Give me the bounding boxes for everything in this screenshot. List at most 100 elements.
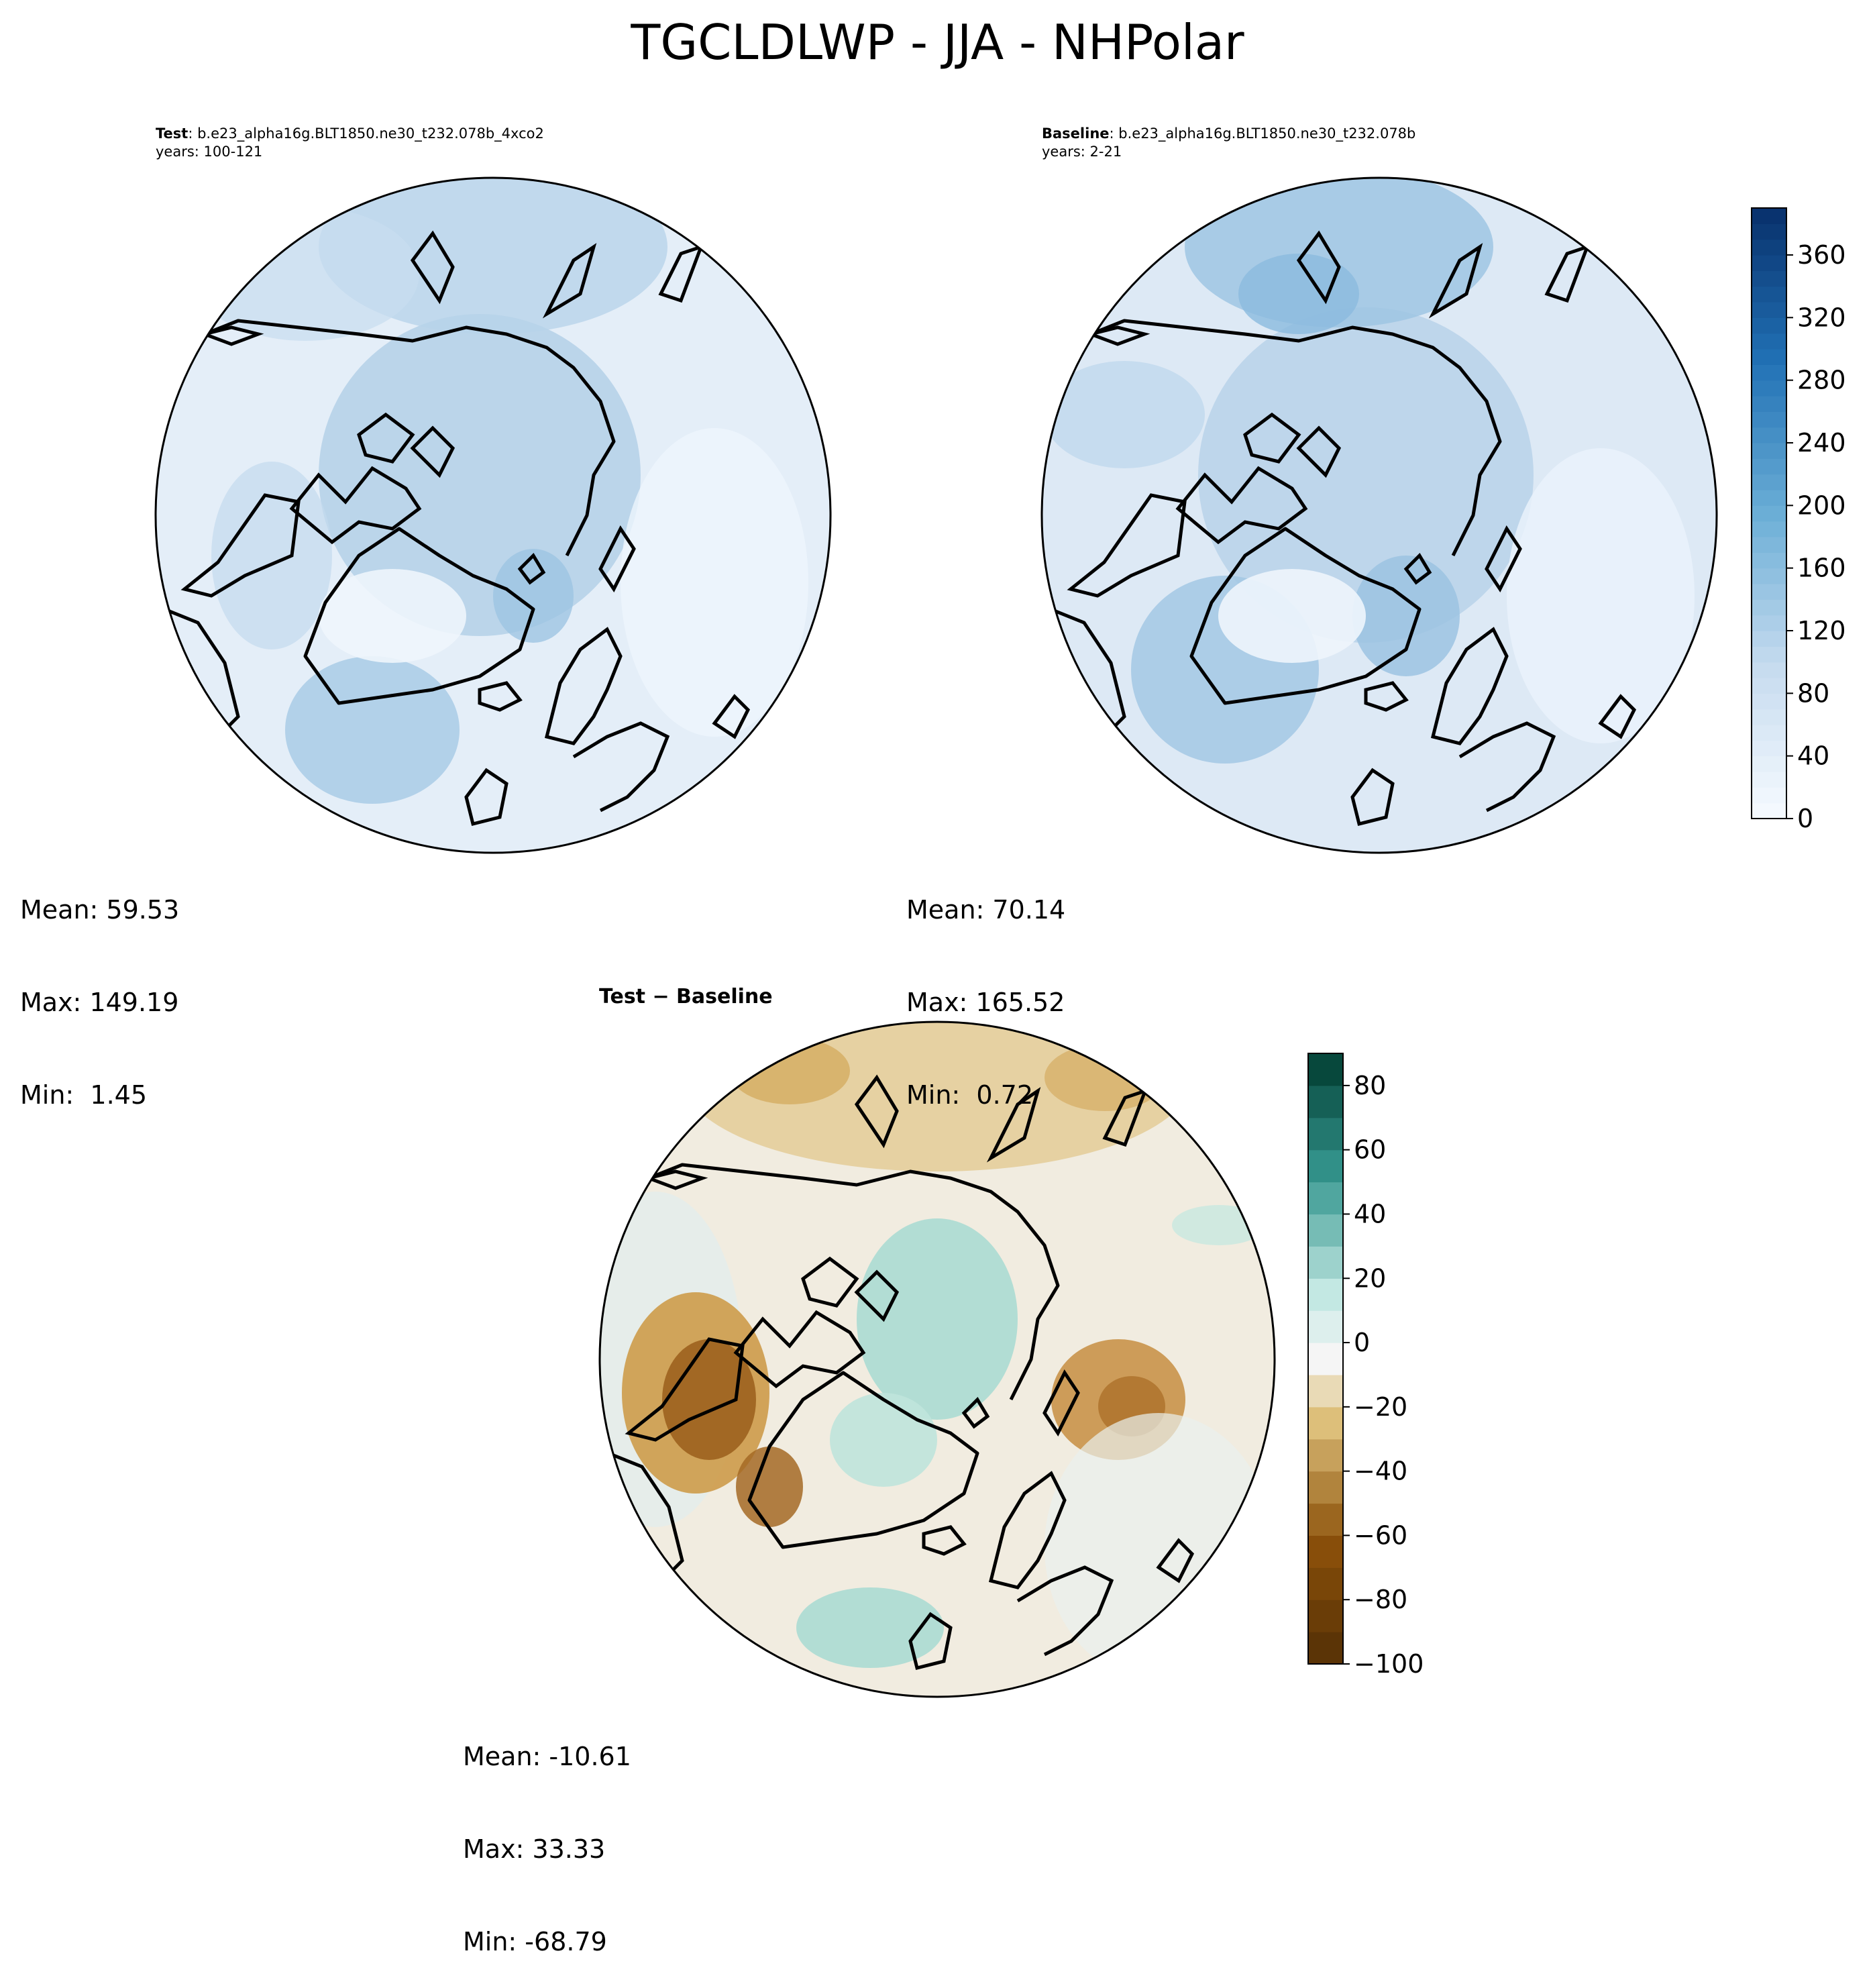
difference-colorbar: −100 −80 −60 −40 −20 0 20 40 60 80 <box>1307 1053 1424 1679</box>
baseline-polar-map <box>1040 176 1718 854</box>
test-stats: Mean: 59.53 Max: 149.19 Min: 1.45 <box>20 833 179 1141</box>
absolute-colorbar-level-swatch <box>1752 317 1786 334</box>
absolute-colorbar-level-swatch <box>1752 411 1786 428</box>
baseline-min: Min: 0.72 <box>906 1080 1033 1110</box>
absolute-colorbar-tick-label: 240 <box>1797 428 1846 458</box>
test-max: Max: 149.19 <box>20 988 179 1017</box>
difference-colorbar-level-swatch <box>1308 1278 1343 1311</box>
difference-colorbar-level-swatch <box>1308 1567 1343 1600</box>
difference-colorbar-level-swatch <box>1308 1503 1343 1536</box>
test-mean: Mean: 59.53 <box>20 895 180 925</box>
absolute-colorbar-level-swatch <box>1752 552 1786 569</box>
absolute-colorbar-level-swatch <box>1752 458 1786 475</box>
absolute-colorbar-level-swatch <box>1752 599 1786 616</box>
difference-colorbar-tick-label: 60 <box>1354 1135 1386 1165</box>
absolute-colorbar-tick-label: 200 <box>1797 490 1846 520</box>
absolute-colorbar-level-swatch <box>1752 349 1786 365</box>
absolute-colorbar-level-swatch <box>1752 662 1786 678</box>
difference-colorbar-tick-label: −60 <box>1354 1520 1407 1550</box>
test-label: Test <box>156 125 189 142</box>
absolute-colorbar-level-swatch <box>1752 631 1786 647</box>
absolute-colorbar-level-swatch <box>1752 568 1786 584</box>
difference-colorbar-level-swatch <box>1308 1632 1343 1665</box>
test-polar-map <box>154 176 832 854</box>
absolute-colorbar-tick-label: 120 <box>1797 616 1846 645</box>
difference-colorbar-level-swatch <box>1308 1214 1343 1247</box>
difference-colorbar-tick-label: −80 <box>1354 1585 1407 1614</box>
figure-title: TGCLDLWP - JJA - NHPolar <box>631 14 1244 70</box>
absolute-colorbar-level-swatch <box>1752 584 1786 600</box>
difference-colorbar-level-swatch <box>1308 1600 1343 1632</box>
absolute-colorbar-level-swatch <box>1752 333 1786 350</box>
absolute-colorbar-level-swatch <box>1752 364 1786 381</box>
difference-colorbar-tick-label: −20 <box>1354 1392 1407 1422</box>
absolute-colorbar-level-swatch <box>1752 255 1786 271</box>
difference-colorbar-level-swatch <box>1308 1471 1343 1504</box>
absolute-colorbar-level-swatch <box>1752 270 1786 287</box>
absolute-colorbar-level-swatch <box>1752 505 1786 522</box>
absolute-colorbar-level-swatch <box>1752 740 1786 757</box>
difference-colorbar-level-swatch <box>1308 1149 1343 1183</box>
baseline-years: years: 2-21 <box>1042 144 1122 160</box>
absolute-colorbar-level-swatch <box>1752 223 1786 240</box>
difference-colorbar-level-swatch <box>1308 1406 1343 1440</box>
difference-colorbar-level-swatch <box>1308 1085 1343 1118</box>
diff-max: Max: 33.33 <box>463 1834 606 1864</box>
difference-colorbar-frame <box>1307 1053 1344 1665</box>
difference-colorbar-level-swatch <box>1308 1117 1343 1151</box>
absolute-colorbar-level-swatch <box>1752 490 1786 506</box>
difference-colorbar-tick-label: −40 <box>1354 1457 1407 1486</box>
baseline-mean: Mean: 70.14 <box>906 895 1066 925</box>
absolute-colorbar-level-swatch <box>1752 302 1786 318</box>
test-panel-caption: Test: b.e23_alpha16g.BLT1850.ne30_t232.0… <box>156 125 544 161</box>
absolute-colorbar-level-swatch <box>1752 755 1786 772</box>
difference-colorbar-tick-label: 0 <box>1354 1328 1370 1357</box>
difference-colorbar-tick-label: 40 <box>1354 1199 1386 1228</box>
diff-min: Min: -68.79 <box>463 1927 607 1956</box>
absolute-colorbar-tick-label: 360 <box>1797 240 1846 270</box>
absolute-colorbar-level-swatch <box>1752 678 1786 694</box>
difference-colorbar-level-swatch <box>1308 1246 1343 1279</box>
test-years: years: 100-121 <box>156 144 263 160</box>
absolute-colorbar-level-swatch <box>1752 474 1786 490</box>
absolute-colorbar-level-swatch <box>1752 443 1786 459</box>
difference-colorbar-level-swatch <box>1308 1310 1343 1343</box>
absolute-colorbar: 0 40 80 120 160 200 240 280 320 360 <box>1751 207 1846 833</box>
absolute-colorbar-tick-label: 80 <box>1797 678 1829 708</box>
absolute-colorbar-tick-label: 0 <box>1797 804 1813 833</box>
baseline-label: Baseline <box>1042 125 1110 142</box>
absolute-colorbar-frame <box>1751 207 1787 819</box>
absolute-colorbar-tick-label: 320 <box>1797 303 1846 332</box>
test-case-name: : b.e23_alpha16g.BLT1850.ne30_t232.078b_… <box>188 125 544 142</box>
difference-colorbar-level-swatch <box>1308 1343 1343 1375</box>
difference-colorbar-tick-label: 80 <box>1354 1071 1386 1100</box>
diff-mean: Mean: -10.61 <box>463 1742 631 1771</box>
absolute-colorbar-level-swatch <box>1752 725 1786 741</box>
absolute-colorbar-level-swatch <box>1752 537 1786 553</box>
absolute-colorbar-level-swatch <box>1752 208 1786 224</box>
absolute-colorbar-level-swatch <box>1752 646 1786 663</box>
absolute-colorbar-tick-label: 160 <box>1797 554 1846 583</box>
absolute-colorbar-level-swatch <box>1752 427 1786 443</box>
baseline-max: Max: 165.52 <box>906 988 1065 1017</box>
absolute-colorbar-tick-label: 280 <box>1797 366 1846 395</box>
difference-colorbar-level-swatch <box>1308 1438 1343 1472</box>
difference-colorbar-level-swatch <box>1308 1182 1343 1215</box>
difference-colorbar-tick-label: −100 <box>1354 1649 1424 1679</box>
difference-colorbar-tick-label: 20 <box>1354 1263 1386 1293</box>
baseline-case-name: : b.e23_alpha16g.BLT1850.ne30_t232.078b <box>1109 125 1416 142</box>
absolute-colorbar-level-swatch <box>1752 709 1786 725</box>
absolute-colorbar-level-swatch <box>1752 239 1786 256</box>
absolute-colorbar-tick-label: 40 <box>1797 741 1829 771</box>
diff-stats: Mean: -10.61 Max: 33.33 Min: -68.79 <box>463 1679 631 1988</box>
absolute-colorbar-level-swatch <box>1752 693 1786 710</box>
absolute-colorbar-level-swatch <box>1752 380 1786 397</box>
baseline-panel-caption: Baseline: b.e23_alpha16g.BLT1850.ne30_t2… <box>1042 125 1415 161</box>
absolute-colorbar-level-swatch <box>1752 396 1786 412</box>
difference-colorbar-level-swatch <box>1308 1053 1343 1086</box>
baseline-stats: Mean: 70.14 Max: 165.52 Min: 0.72 <box>906 833 1065 1141</box>
absolute-colorbar-level-swatch <box>1752 772 1786 788</box>
test-min: Min: 1.45 <box>20 1080 147 1110</box>
absolute-colorbar-level-swatch <box>1752 615 1786 631</box>
absolute-colorbar-level-swatch <box>1752 521 1786 537</box>
